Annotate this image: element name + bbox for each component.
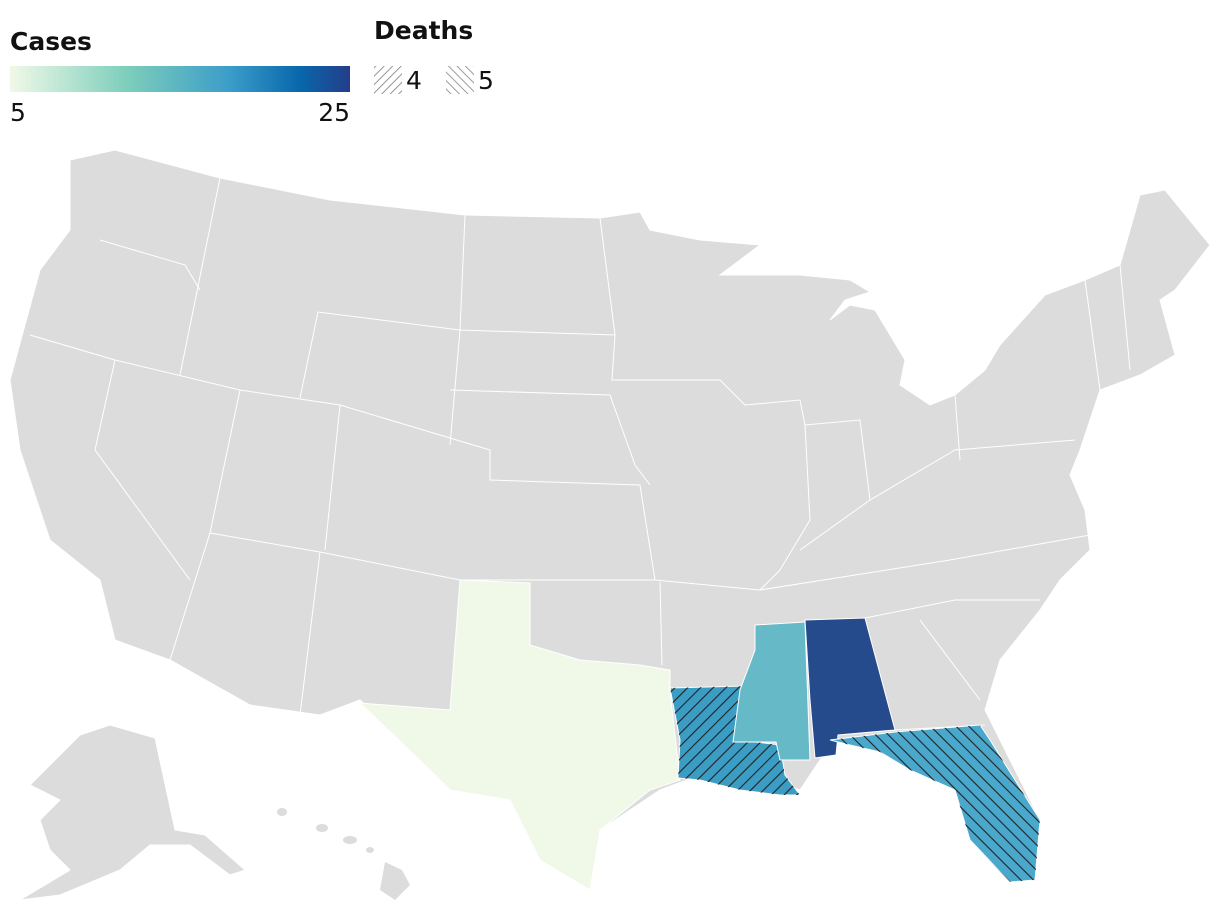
hawaii xyxy=(277,808,287,816)
highlighted-states xyxy=(358,579,1041,891)
alaska xyxy=(19,724,246,901)
legend-title: Deaths xyxy=(374,16,473,45)
hatch-swatch xyxy=(374,66,402,94)
legend-title: Cases xyxy=(10,27,92,56)
florida-hatch xyxy=(830,725,1040,882)
insets xyxy=(19,724,410,901)
hawaii xyxy=(316,824,328,832)
scale-max: 25 xyxy=(318,98,350,127)
cases-legend: Cases 5 25 xyxy=(10,27,350,127)
hatch-swatch xyxy=(446,66,474,94)
hawaii xyxy=(380,862,410,900)
color-scale xyxy=(10,66,350,92)
hawaii xyxy=(366,847,374,853)
deaths-legend: Deaths 4 5 xyxy=(374,16,494,95)
texas xyxy=(358,579,681,891)
hawaii xyxy=(343,836,357,844)
legend-item: 4 xyxy=(406,66,422,95)
scale-min: 5 xyxy=(10,98,26,127)
legend-item: 5 xyxy=(478,66,494,95)
mississippi xyxy=(732,621,811,761)
alabama xyxy=(804,617,896,759)
state-borders xyxy=(29,177,1131,731)
